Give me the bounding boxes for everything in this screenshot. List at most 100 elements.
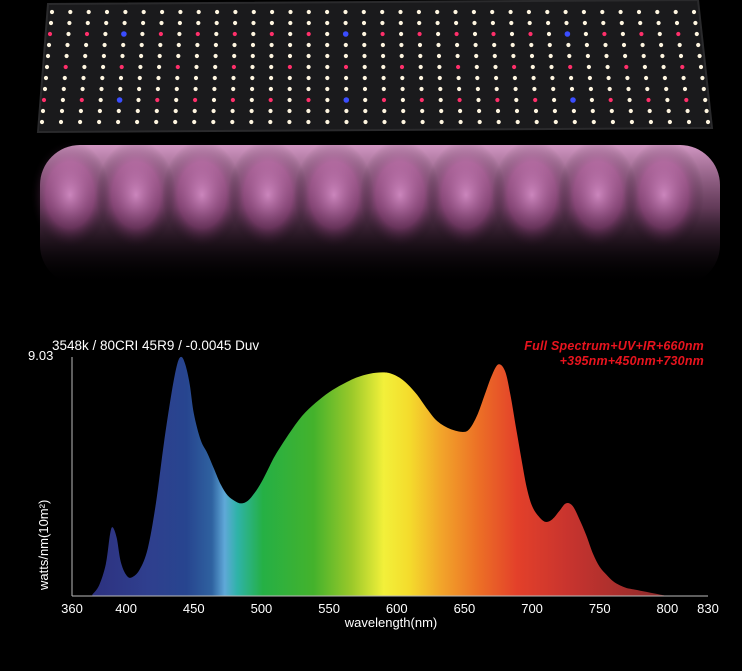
led-dot: [380, 31, 385, 37]
x-tick-label: 650: [454, 601, 476, 616]
led-dot: [83, 53, 88, 59]
led-dot: [178, 9, 183, 15]
led-dot: [607, 86, 612, 92]
led-dot: [547, 42, 552, 48]
led-dot: [401, 119, 406, 125]
led-dot: [380, 9, 385, 15]
x-tick-label: 800: [657, 601, 679, 616]
led-dot: [213, 64, 218, 70]
led-dot: [457, 86, 462, 92]
led-dot: [584, 42, 590, 48]
led-dot: [645, 86, 650, 92]
led-dot: [363, 97, 368, 103]
led-dot: [591, 119, 596, 125]
led-dot: [659, 42, 664, 48]
led-dot: [325, 9, 330, 15]
led-dot: [678, 53, 684, 59]
led-dot: [192, 119, 197, 125]
led-dot: [680, 64, 685, 70]
led-dot: [674, 20, 680, 26]
led-dot: [157, 64, 162, 70]
led-dot: [515, 119, 520, 125]
led-dot: [287, 119, 292, 125]
led-dot: [230, 108, 235, 114]
led-dot: [568, 64, 573, 70]
light-wash-blob: [558, 140, 638, 250]
led-dot: [174, 97, 179, 103]
led-dot: [436, 53, 442, 59]
led-dot: [590, 108, 595, 114]
light-wash-blob: [294, 140, 374, 250]
led-dot: [550, 75, 555, 81]
led-dot: [232, 31, 237, 37]
led-dot: [661, 64, 666, 70]
led-dot: [553, 119, 558, 125]
led-dot: [306, 75, 311, 81]
led-dot: [621, 42, 627, 48]
led-dot: [491, 31, 496, 37]
led-dot: [82, 64, 87, 70]
light-wash-blob: [96, 140, 176, 250]
led-dot: [288, 20, 293, 26]
led-dot: [269, 53, 274, 59]
led-dot: [268, 108, 273, 114]
led-dot: [196, 20, 201, 26]
led-dot: [118, 75, 124, 81]
x-tick-label: 700: [521, 601, 543, 616]
led-dot: [529, 53, 535, 59]
led-dot: [343, 97, 350, 103]
led-dot: [494, 75, 499, 81]
led-dot: [102, 42, 107, 48]
led-dot: [399, 42, 404, 48]
led-dot: [494, 86, 499, 92]
led-dot: [436, 31, 441, 37]
led-dot: [139, 42, 144, 48]
led-dot: [249, 108, 254, 114]
led-dot: [139, 53, 144, 59]
led-dot: [47, 31, 53, 37]
led-dot: [269, 64, 274, 70]
led-dot: [78, 119, 83, 125]
led-dot: [325, 53, 330, 59]
led-dot: [49, 9, 55, 15]
led-dot: [438, 86, 443, 92]
led-dot: [606, 75, 611, 81]
led-dot: [287, 108, 292, 114]
led-dot: [174, 86, 179, 92]
led-dot: [665, 97, 670, 103]
led-dot: [532, 86, 537, 92]
led-dot: [116, 108, 121, 114]
led-dot: [552, 108, 558, 114]
led-dot: [250, 86, 255, 92]
led-dot: [195, 42, 200, 48]
led-dot: [454, 31, 459, 37]
led-dot: [648, 119, 654, 125]
led-dot: [250, 64, 255, 70]
led-dot: [545, 9, 550, 15]
led-dot: [193, 75, 199, 81]
led-dot: [60, 97, 65, 103]
led-dot: [511, 53, 516, 59]
led-dot: [472, 31, 478, 37]
led-dot: [231, 75, 236, 81]
light-wash-blob: [426, 140, 506, 250]
led-dot: [232, 53, 237, 59]
led-dot: [681, 75, 686, 81]
led-dot: [325, 119, 330, 125]
led-dot: [287, 75, 292, 81]
led-dot: [158, 31, 163, 37]
led-dot: [325, 86, 330, 92]
led-dot: [582, 20, 588, 26]
led-dot: [251, 20, 256, 26]
led-dot: [79, 97, 84, 103]
led-dot: [159, 20, 164, 26]
led-dot: [439, 119, 444, 125]
led-dot: [306, 108, 311, 114]
led-dot: [231, 64, 236, 70]
led-dot: [195, 31, 200, 37]
led-dot: [118, 86, 123, 92]
led-dot: [361, 9, 366, 15]
led-dot: [140, 31, 145, 37]
led-dot: [268, 97, 273, 103]
led-dot: [605, 64, 610, 70]
